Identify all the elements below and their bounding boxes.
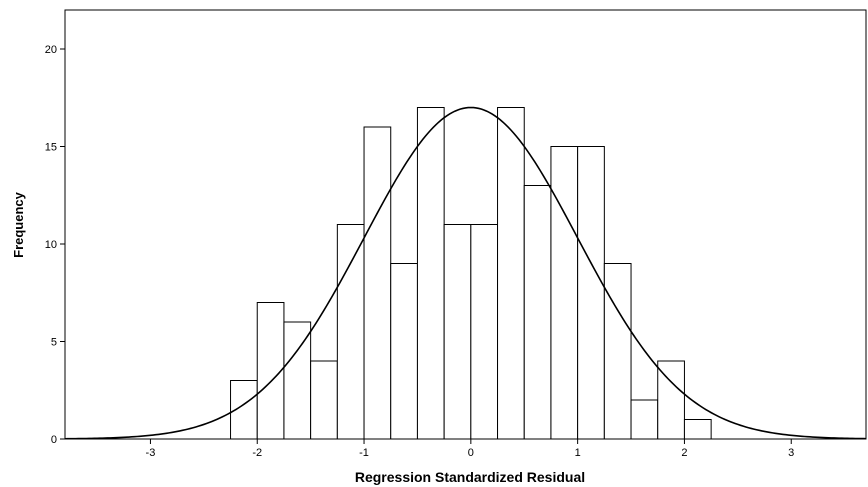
x-axis-ticks: -3 -2 -1 0 1 2 3 [146, 439, 794, 459]
histogram-bar-17 [683, 419, 712, 440]
histogram-bar-5 [363, 126, 392, 440]
x-tick-label: 0 [468, 447, 474, 459]
x-tick-label: -3 [146, 447, 156, 459]
x-tick-label: -2 [252, 447, 262, 459]
y-axis-ticks: 0 5 10 15 20 [45, 44, 65, 446]
histogram-bar-13 [577, 146, 605, 440]
x-tick-label: 2 [681, 447, 687, 459]
histogram-bar-12 [550, 146, 579, 440]
histogram-bar-10 [497, 107, 525, 440]
histogram-bar-9 [470, 224, 499, 440]
x-tick-label: -1 [359, 447, 369, 459]
histogram-bar-6 [390, 263, 418, 440]
y-tick-label: 0 [51, 434, 57, 446]
y-tick-label: 15 [45, 142, 57, 154]
histogram-bar-8 [443, 224, 472, 440]
histogram-bar-1 [256, 302, 285, 440]
x-tick-label: 1 [575, 447, 581, 459]
histogram-bars [230, 107, 712, 440]
histogram-bar-4 [336, 224, 365, 440]
y-tick-label: 10 [45, 239, 57, 251]
x-axis-label: Regression Standardized Residual [355, 469, 585, 485]
x-tick-label: 3 [788, 447, 794, 459]
histogram-bar-2 [283, 321, 312, 440]
normal-curve [64, 106, 867, 440]
histogram-bar-16 [657, 360, 685, 440]
histogram-bar-7 [416, 107, 445, 440]
histogram-bar-11 [523, 185, 552, 440]
histogram-bar-15 [630, 399, 659, 440]
y-tick-label: 5 [51, 337, 57, 349]
histogram-bar-14 [603, 263, 632, 440]
histogram-bar-3 [310, 360, 338, 440]
y-tick-label: 20 [45, 44, 57, 56]
y-axis-label: Frequency [11, 191, 26, 258]
